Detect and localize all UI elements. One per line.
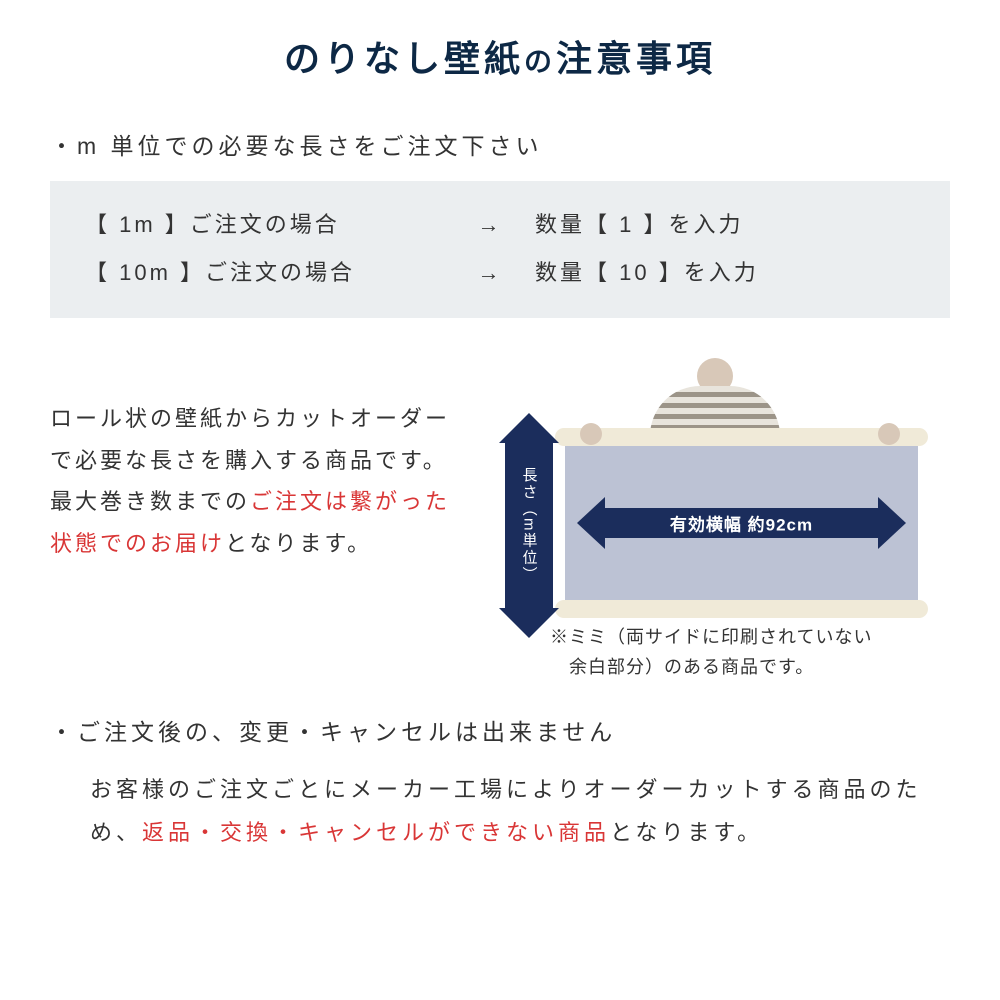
quantity-example-box: 【 1m 】ご注文の場合 → 数量【 1 】を入力 【 10m 】ご注文の場合 … [50,181,950,318]
wallpaper-roll: 有効横幅 約92cm [565,428,918,618]
no-cancel-description: お客様のご注文ごとにメーカー工場によりオーダーカットする商品のため、返品・交換・… [50,769,950,855]
example-row: 【 1m 】ご注文の場合 → 数量【 1 】を入力 [85,201,915,249]
description-row: ロール状の壁紙からカットオーダーで必要な長さを購入する商品です。最大巻き数までの… [50,358,950,678]
width-arrow: 有効横幅 約92cm [577,508,906,538]
example-right: 数量【 10 】を入力 [535,249,759,297]
cancel-highlight: 返品・交換・キャンセルができない商品 [142,820,610,845]
hand-icon [580,423,602,445]
roll-diagram: 長さ（m単位） 有効横幅 約92cm ※ミミ（両サイドに印刷されていない 余白部… [480,358,950,678]
arrow-icon: → [445,201,535,249]
title-small: の [524,46,556,77]
note-line1: ※ミミ（両サイドに印刷されていない [550,627,872,647]
mimi-note: ※ミミ（両サイドに印刷されていない 余白部分）のある商品です。 [510,622,950,683]
bullet-order-by-meter: ・m 単位での必要な長さをご注文下さい [50,127,950,161]
arrow-icon: → [445,249,535,297]
roll-description: ロール状の壁紙からカットオーダーで必要な長さを購入する商品です。最大巻き数までの… [50,358,470,678]
bullet-no-cancel: ・ご注文後の、変更・キャンセルは出来ません [50,713,950,747]
hand-icon [878,423,900,445]
page-title: のりなし壁紙の注意事項 [50,30,950,82]
length-label: 長さ（m単位） [500,413,558,638]
length-arrow: 長さ（m単位） [500,413,558,638]
example-row: 【 10m 】ご注文の場合 → 数量【 10 】を入力 [85,249,915,297]
example-left: 【 10m 】ご注文の場合 [85,249,445,297]
title-part1: のりなし壁紙 [284,38,524,79]
note-line2: 余白部分）のある商品です。 [550,657,814,677]
example-left: 【 1m 】ご注文の場合 [85,201,445,249]
title-part2: 注意事項 [556,38,716,79]
desc-text-2: となります。 [225,531,372,556]
width-label: 有効横幅 約92cm [577,510,906,535]
cancel-text-2: となります。 [610,820,763,845]
example-right: 数量【 1 】を入力 [535,201,743,249]
